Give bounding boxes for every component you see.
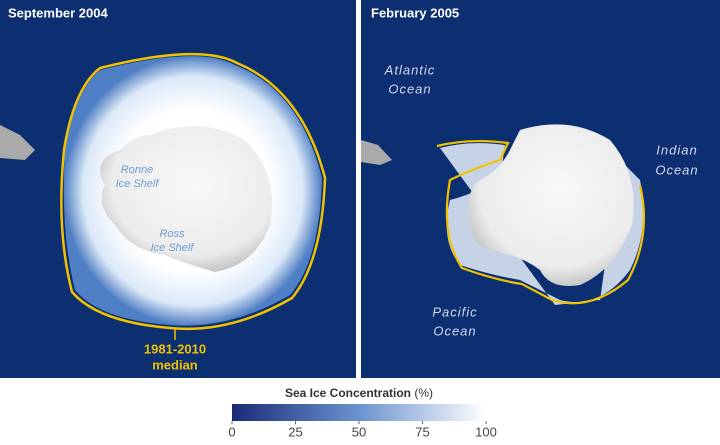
shelf-label: Ronne	[121, 164, 153, 176]
ocean-label: Pacific	[432, 304, 477, 319]
colorbar-ramp	[232, 404, 486, 421]
colorbar-title: Sea Ice Concentration (%)	[285, 386, 433, 400]
antarctica	[468, 124, 634, 286]
median-label: 1981-2010	[144, 341, 206, 356]
tick-label: 50	[352, 424, 366, 439]
ocean-label: Ocean	[655, 162, 698, 177]
tick-label: 75	[415, 424, 429, 439]
south-america	[0, 125, 35, 160]
ocean-label: Ocean	[433, 323, 476, 338]
colorbar-title-text: Sea Ice Concentration	[285, 386, 411, 400]
panel-right: February 2005 Atlantic Ocean Indian Ocea…	[361, 0, 720, 378]
median-line	[436, 140, 646, 305]
median-label: median	[152, 357, 198, 372]
ocean-label: Atlantic	[384, 62, 436, 77]
colorbar: Sea Ice Concentration (%) 0 25 50 75 100	[228, 386, 496, 439]
antarctica	[100, 126, 273, 272]
ocean-label: Ocean	[388, 81, 431, 96]
shelf-label: Ross	[159, 228, 185, 240]
shelf-label: Ice Shelf	[151, 242, 195, 254]
shelf-label: Ice Shelf	[116, 178, 160, 190]
colorbar-unit: (%)	[414, 386, 433, 400]
ocean-label: Indian	[656, 142, 697, 157]
south-america	[361, 140, 392, 165]
tick-label: 100	[475, 424, 497, 439]
tick-label: 25	[288, 424, 302, 439]
panel-title: February 2005	[371, 5, 459, 20]
median-line	[60, 52, 327, 331]
panel-title: September 2004	[8, 5, 108, 20]
tick-label: 0	[228, 424, 235, 439]
panel-left: September 2004 Ronne Ice Shelf Ross Ice …	[0, 0, 356, 378]
